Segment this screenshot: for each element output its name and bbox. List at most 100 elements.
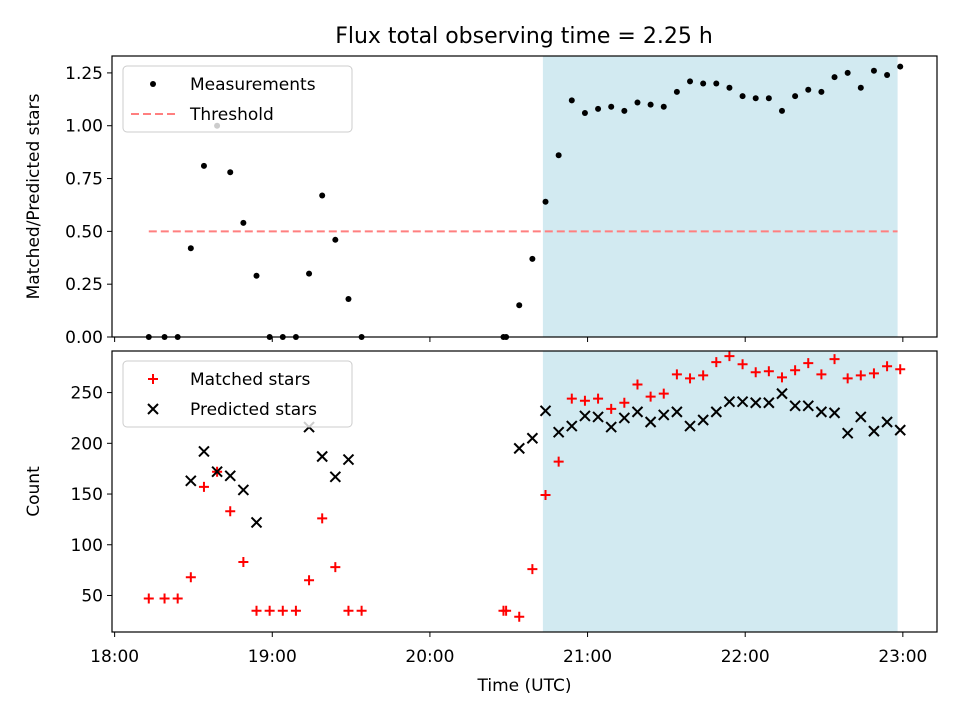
measurement-point <box>634 99 641 106</box>
matched-point <box>251 605 262 616</box>
axes-frame <box>111 55 938 338</box>
matched-point <box>763 366 774 377</box>
y-axis-label: Matched/Predicted stars <box>24 93 44 299</box>
predicted-point <box>316 450 328 463</box>
measurement-point <box>647 101 654 108</box>
predicted-point <box>776 387 788 400</box>
y-tick-label: 0.00 <box>65 328 103 348</box>
predicted-point <box>894 424 906 436</box>
measurement-point <box>227 169 234 176</box>
legend-label: Measurements <box>190 75 316 95</box>
measurement-point <box>752 95 759 102</box>
matched-point <box>225 506 236 517</box>
matched-point <box>698 370 709 381</box>
y-tick-label: 100 <box>71 536 103 556</box>
matched-point <box>514 611 525 622</box>
measurement-point <box>332 236 339 243</box>
matched-point <box>159 593 170 604</box>
y-tick-label: 0.50 <box>65 222 103 242</box>
measurement-point <box>687 78 694 85</box>
measurement-point <box>581 110 588 117</box>
predicted-point <box>198 445 210 458</box>
measurement-point <box>608 103 615 110</box>
measurement-point <box>897 63 904 70</box>
predicted-point <box>631 406 644 418</box>
legend-matched-marker <box>148 374 158 384</box>
matched-point <box>593 393 604 404</box>
matched-point <box>645 391 656 402</box>
y-axis-label: Count <box>24 466 44 517</box>
matched-point <box>842 373 853 384</box>
predicted-point <box>211 466 223 478</box>
matched-point <box>356 605 367 616</box>
legend-label: Threshold <box>189 105 274 125</box>
measurement-point <box>345 295 352 302</box>
predicted-point <box>855 411 867 423</box>
y-tick-label: 50 <box>81 586 103 606</box>
x-tick-label: 20:00 <box>405 647 454 667</box>
predicted-point <box>841 427 854 439</box>
predicted-point <box>658 409 670 421</box>
matched-point <box>566 393 577 404</box>
predicted-point <box>618 412 631 424</box>
predicted-point <box>579 410 591 422</box>
observing-span <box>542 351 898 632</box>
y-tick-label: 0.75 <box>65 170 103 190</box>
matched-point <box>277 605 288 616</box>
measurement-point <box>529 255 536 262</box>
matched-point <box>790 365 801 376</box>
predicted-point <box>868 425 880 437</box>
matched-point <box>172 593 183 604</box>
predicted-point <box>526 432 539 444</box>
x-tick-label: 18:00 <box>90 647 139 667</box>
measurement-point <box>660 103 667 110</box>
measurement-point <box>792 93 799 100</box>
matched-point <box>343 605 354 616</box>
matched-point <box>185 572 196 583</box>
matched-point <box>685 373 696 384</box>
measurement-point <box>200 162 207 169</box>
measurement-point <box>306 270 313 277</box>
measurement-point <box>713 80 720 87</box>
matched-point <box>724 351 735 362</box>
measurement-point <box>739 93 746 100</box>
predicted-point <box>815 406 828 418</box>
y-tick-label: 1.00 <box>65 117 103 137</box>
legend-label: Predicted stars <box>190 400 317 420</box>
measurement-point <box>542 198 549 205</box>
matched-point <box>776 372 787 383</box>
count-panel: 50 100 150 200 250 18:00 19:00 20:00 21:00 22:00 2… <box>24 350 938 696</box>
measurement-point <box>726 84 733 91</box>
measurement-point <box>595 105 602 112</box>
y-tick-label: 0.25 <box>65 275 103 295</box>
matched-point <box>868 368 879 379</box>
predicted-point <box>342 453 355 466</box>
matched-point <box>882 361 893 372</box>
predicted-point <box>789 400 801 412</box>
y-tick-label: 1.25 <box>65 64 103 84</box>
matched-point <box>737 359 748 370</box>
predicted-point <box>881 416 893 428</box>
matched-point <box>606 403 617 414</box>
matched-point <box>238 557 249 568</box>
predicted-point <box>697 414 709 426</box>
matched-point <box>143 593 154 604</box>
matched-point <box>330 562 341 573</box>
predicted-point <box>750 397 762 409</box>
matched-point <box>671 369 682 380</box>
measurement-point <box>818 88 825 95</box>
predicted-point <box>552 426 565 438</box>
matched-point <box>829 354 840 365</box>
matched-point <box>304 575 315 586</box>
observing-span <box>542 56 898 337</box>
predicted-point <box>671 406 683 418</box>
matched-point <box>317 513 328 524</box>
matched-point <box>290 605 301 616</box>
matched-point <box>540 490 551 501</box>
predicted-point <box>605 421 617 433</box>
measurement-point <box>621 107 628 114</box>
matched-point <box>816 369 827 380</box>
measurement-point <box>240 219 247 226</box>
predicted-point <box>723 396 736 408</box>
measurement-point <box>673 88 680 95</box>
